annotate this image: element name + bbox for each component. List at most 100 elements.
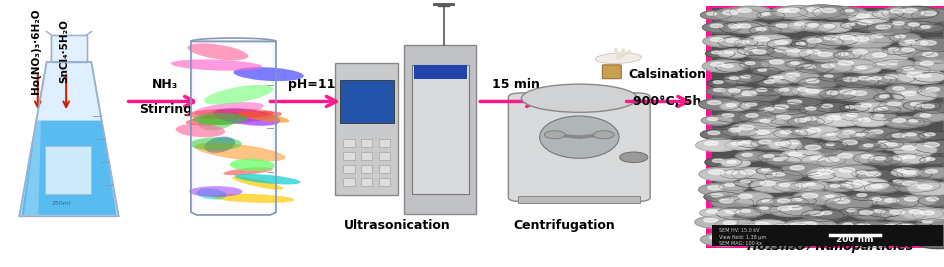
FancyBboxPatch shape <box>379 178 390 186</box>
Circle shape <box>776 115 790 119</box>
Circle shape <box>902 100 940 111</box>
Circle shape <box>733 178 765 187</box>
Circle shape <box>762 13 770 15</box>
Circle shape <box>889 9 903 13</box>
Circle shape <box>919 156 944 164</box>
Circle shape <box>728 24 742 28</box>
Circle shape <box>745 103 756 106</box>
Circle shape <box>767 22 804 33</box>
Circle shape <box>814 103 849 112</box>
Circle shape <box>782 220 825 233</box>
Circle shape <box>851 116 886 127</box>
Circle shape <box>879 141 912 151</box>
Circle shape <box>723 51 733 54</box>
Circle shape <box>824 197 871 210</box>
Circle shape <box>755 28 766 30</box>
Circle shape <box>760 57 804 70</box>
Circle shape <box>801 222 816 226</box>
Circle shape <box>793 220 836 232</box>
Circle shape <box>903 197 917 201</box>
Circle shape <box>721 127 757 137</box>
Circle shape <box>724 209 739 214</box>
Circle shape <box>846 221 892 234</box>
Circle shape <box>729 77 738 80</box>
Circle shape <box>919 61 933 65</box>
Ellipse shape <box>229 159 275 171</box>
Text: Centrifugation: Centrifugation <box>513 219 615 232</box>
Circle shape <box>772 173 784 176</box>
Circle shape <box>750 138 790 149</box>
Text: NH₃: NH₃ <box>152 78 178 91</box>
Circle shape <box>884 132 923 143</box>
Circle shape <box>863 51 907 63</box>
Circle shape <box>786 140 799 144</box>
Circle shape <box>871 9 902 18</box>
Circle shape <box>834 75 878 88</box>
Circle shape <box>858 240 869 243</box>
Text: Ho(NO₃)₃·6H₂O: Ho(NO₃)₃·6H₂O <box>31 8 41 93</box>
Circle shape <box>916 219 944 227</box>
Circle shape <box>737 112 776 123</box>
Circle shape <box>885 143 897 146</box>
Circle shape <box>737 9 750 12</box>
Text: View field: 1.38 μm: View field: 1.38 μm <box>718 235 766 240</box>
Ellipse shape <box>194 143 285 162</box>
Circle shape <box>707 131 719 135</box>
Circle shape <box>718 182 748 190</box>
Circle shape <box>785 73 799 77</box>
Circle shape <box>710 24 722 28</box>
Circle shape <box>899 232 914 236</box>
Circle shape <box>839 36 853 40</box>
Ellipse shape <box>619 152 648 163</box>
Circle shape <box>885 61 897 64</box>
Circle shape <box>777 9 789 12</box>
Circle shape <box>917 168 944 178</box>
Circle shape <box>846 209 856 212</box>
Circle shape <box>823 75 832 77</box>
Circle shape <box>734 152 767 161</box>
Circle shape <box>903 171 915 174</box>
Circle shape <box>842 223 851 226</box>
Circle shape <box>738 226 753 230</box>
Circle shape <box>701 22 741 33</box>
Circle shape <box>914 102 944 113</box>
Text: Stirring: Stirring <box>139 103 192 116</box>
Circle shape <box>830 87 878 101</box>
Circle shape <box>919 114 930 117</box>
Circle shape <box>901 146 915 150</box>
Circle shape <box>702 36 741 47</box>
Circle shape <box>730 223 775 236</box>
Circle shape <box>710 197 753 209</box>
Text: 900°C, 5h: 900°C, 5h <box>632 95 700 108</box>
Circle shape <box>840 207 870 216</box>
Circle shape <box>852 180 867 185</box>
Circle shape <box>852 50 867 54</box>
Circle shape <box>795 143 843 156</box>
Circle shape <box>851 238 887 248</box>
Circle shape <box>839 8 866 15</box>
Circle shape <box>845 23 854 26</box>
Circle shape <box>706 79 737 88</box>
Circle shape <box>790 41 817 48</box>
Circle shape <box>801 194 817 198</box>
Circle shape <box>866 197 894 204</box>
Circle shape <box>738 60 769 69</box>
Circle shape <box>793 23 803 26</box>
FancyBboxPatch shape <box>711 8 942 246</box>
Circle shape <box>809 211 822 215</box>
Circle shape <box>833 232 878 245</box>
Circle shape <box>766 103 808 115</box>
Circle shape <box>899 39 928 47</box>
Circle shape <box>728 89 739 92</box>
Circle shape <box>833 51 860 59</box>
Circle shape <box>823 25 834 28</box>
Polygon shape <box>51 35 87 62</box>
Circle shape <box>839 90 854 94</box>
Circle shape <box>914 140 944 154</box>
Circle shape <box>874 222 917 234</box>
Circle shape <box>812 6 857 19</box>
Circle shape <box>741 140 750 143</box>
Circle shape <box>851 170 880 178</box>
Circle shape <box>817 170 832 174</box>
Circle shape <box>907 23 919 26</box>
